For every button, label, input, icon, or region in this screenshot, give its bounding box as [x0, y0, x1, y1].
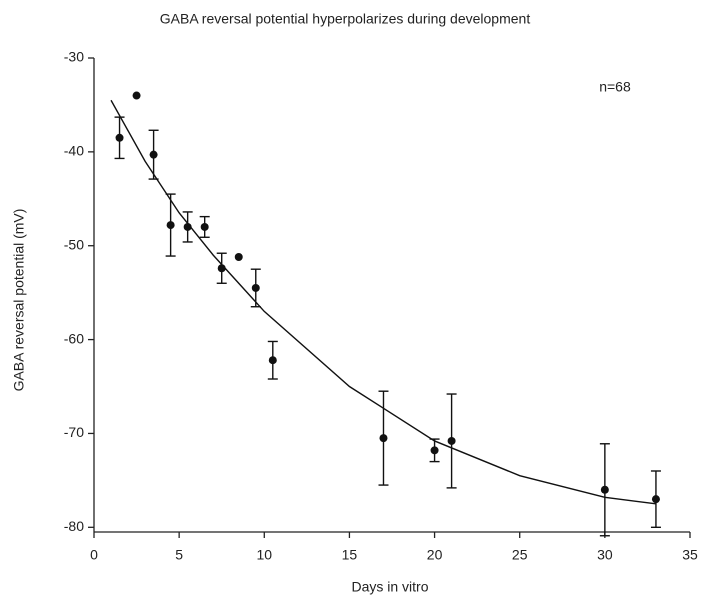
point — [430, 446, 439, 455]
x-tick-label: 10 — [256, 547, 272, 563]
y-tick-label: -30 — [64, 49, 84, 65]
point — [132, 91, 141, 100]
point — [447, 436, 456, 445]
point — [379, 434, 388, 443]
point — [217, 264, 226, 273]
y-tick-label: -70 — [64, 424, 84, 440]
x-tick-label: 20 — [427, 547, 443, 563]
y-tick-label: -50 — [64, 236, 84, 252]
point — [183, 222, 192, 231]
y-axis-label: GABA reversal potential (mV) — [11, 209, 27, 392]
y-tick-label: -60 — [64, 330, 84, 346]
point — [234, 252, 243, 261]
point — [600, 485, 609, 494]
point — [149, 150, 158, 159]
x-tick-label: 30 — [597, 547, 613, 563]
x-tick-label: 25 — [512, 547, 528, 563]
point — [115, 133, 124, 142]
y-tick-label: -80 — [64, 518, 84, 534]
annotation: n=68 — [599, 79, 631, 95]
x-axis-label: Days in vitro — [351, 579, 428, 595]
x-tick-label: 5 — [175, 547, 183, 563]
x-tick-label: 15 — [342, 547, 358, 563]
x-tick-label: 0 — [90, 547, 98, 563]
y-tick-label: -40 — [64, 143, 84, 159]
point — [268, 356, 277, 365]
fit-line — [110, 99, 657, 505]
point — [651, 495, 660, 504]
point — [200, 222, 209, 231]
chart-title: GABA reversal potential hyperpolarizes d… — [160, 11, 531, 27]
x-tick-label: 35 — [682, 547, 698, 563]
point — [166, 221, 175, 230]
point — [251, 283, 260, 292]
